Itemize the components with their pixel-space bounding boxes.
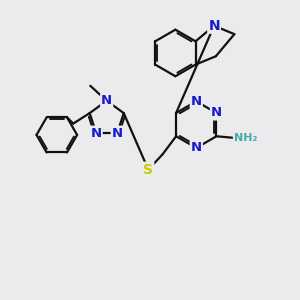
Text: N: N: [211, 106, 222, 119]
Text: S: S: [143, 163, 153, 177]
Text: N: N: [208, 19, 220, 33]
Text: NH₂: NH₂: [234, 133, 257, 143]
Text: N: N: [91, 127, 102, 140]
Text: N: N: [101, 94, 112, 107]
Text: N: N: [112, 127, 123, 140]
Text: N: N: [191, 141, 202, 154]
Text: N: N: [191, 95, 202, 108]
